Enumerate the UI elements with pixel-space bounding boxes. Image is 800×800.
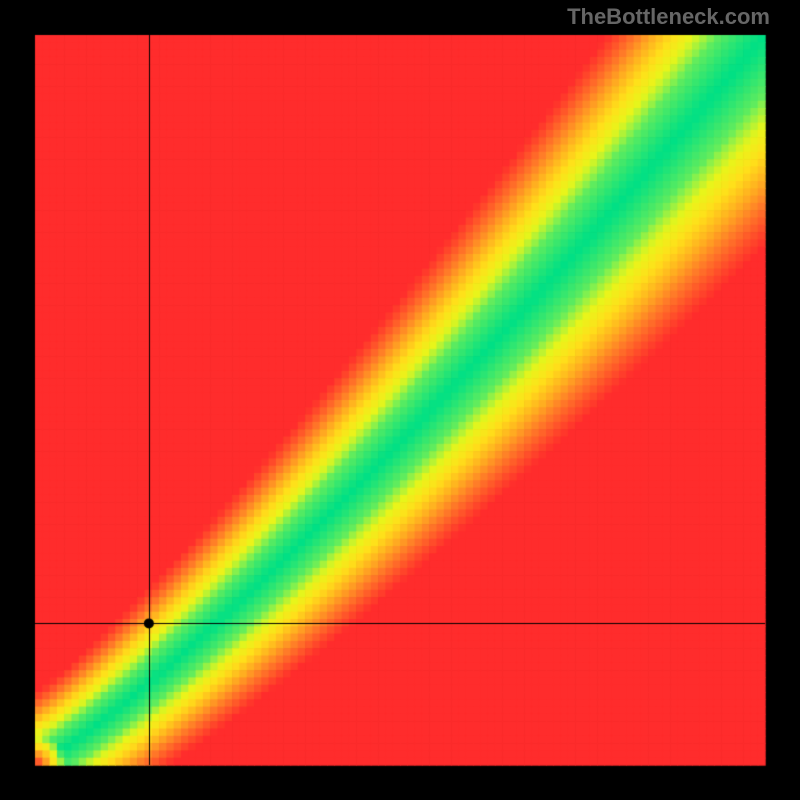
chart-container: TheBottleneck.com: [0, 0, 800, 800]
watermark-text: TheBottleneck.com: [567, 4, 770, 30]
bottleneck-heatmap: [0, 0, 800, 800]
